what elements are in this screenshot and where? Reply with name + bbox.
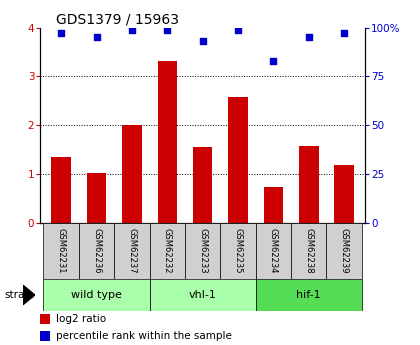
Bar xyxy=(122,125,142,223)
Text: hif-1: hif-1 xyxy=(297,290,321,300)
Bar xyxy=(220,223,256,279)
Bar xyxy=(43,223,79,279)
Bar xyxy=(40,314,50,324)
Polygon shape xyxy=(23,285,35,305)
Bar xyxy=(299,146,318,223)
Bar xyxy=(256,223,291,279)
Bar xyxy=(79,223,114,279)
Bar xyxy=(43,279,150,311)
Bar xyxy=(264,187,283,223)
Text: GSM62232: GSM62232 xyxy=(163,228,172,274)
Bar xyxy=(193,147,213,223)
Text: percentile rank within the sample: percentile rank within the sample xyxy=(56,331,232,341)
Point xyxy=(200,39,206,44)
Point xyxy=(341,31,347,36)
Point xyxy=(164,27,171,32)
Text: GSM62234: GSM62234 xyxy=(269,228,278,274)
Text: GSM62239: GSM62239 xyxy=(340,228,349,274)
Bar xyxy=(185,223,221,279)
Bar xyxy=(326,223,362,279)
Bar xyxy=(114,223,150,279)
Bar xyxy=(150,279,256,311)
Point xyxy=(235,27,242,32)
Text: vhl-1: vhl-1 xyxy=(189,290,217,300)
Text: GDS1379 / 15963: GDS1379 / 15963 xyxy=(56,12,179,27)
Text: GSM62238: GSM62238 xyxy=(304,228,313,274)
Text: GSM62235: GSM62235 xyxy=(234,228,242,274)
Point xyxy=(129,27,135,32)
Text: strain: strain xyxy=(4,290,34,300)
Bar xyxy=(256,279,362,311)
Bar xyxy=(158,61,177,223)
Point xyxy=(305,34,312,40)
Bar xyxy=(291,223,326,279)
Text: GSM62231: GSM62231 xyxy=(57,228,66,274)
Bar xyxy=(228,97,248,223)
Bar xyxy=(51,157,71,223)
Point xyxy=(270,58,277,63)
Text: GSM62237: GSM62237 xyxy=(127,228,136,274)
Text: GSM62233: GSM62233 xyxy=(198,228,207,274)
Bar xyxy=(150,223,185,279)
Bar xyxy=(40,331,50,341)
Point xyxy=(58,31,65,36)
Bar xyxy=(87,173,106,223)
Point xyxy=(93,34,100,40)
Text: log2 ratio: log2 ratio xyxy=(56,314,106,324)
Text: GSM62236: GSM62236 xyxy=(92,228,101,274)
Text: wild type: wild type xyxy=(71,290,122,300)
Bar xyxy=(334,165,354,223)
